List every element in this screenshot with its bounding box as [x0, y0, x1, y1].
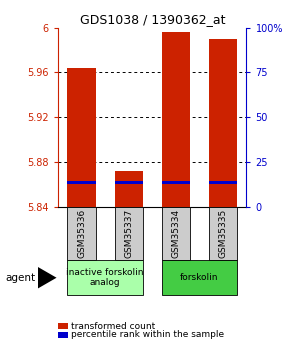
Text: GSM35335: GSM35335 — [218, 209, 227, 258]
Text: percentile rank within the sample: percentile rank within the sample — [71, 330, 224, 339]
Text: GSM35336: GSM35336 — [77, 209, 86, 258]
Bar — [209, 39, 237, 207]
Bar — [162, 32, 190, 207]
Bar — [209, 181, 237, 184]
Title: GDS1038 / 1390362_at: GDS1038 / 1390362_at — [79, 13, 225, 27]
Bar — [162, 207, 190, 260]
Bar — [162, 181, 190, 184]
Bar — [162, 260, 237, 295]
Bar — [67, 68, 96, 207]
Text: agent: agent — [6, 273, 36, 283]
Bar — [115, 207, 143, 260]
Text: transformed count: transformed count — [71, 322, 155, 331]
Bar — [115, 181, 143, 184]
Bar — [209, 207, 237, 260]
Polygon shape — [38, 267, 57, 288]
Text: GSM35337: GSM35337 — [124, 209, 133, 258]
Text: forskolin: forskolin — [180, 273, 219, 282]
Bar — [115, 171, 143, 207]
Text: inactive forskolin
analog: inactive forskolin analog — [66, 268, 144, 287]
Bar — [67, 181, 96, 184]
Bar — [67, 207, 96, 260]
Text: GSM35334: GSM35334 — [171, 209, 180, 258]
Bar — [67, 260, 143, 295]
